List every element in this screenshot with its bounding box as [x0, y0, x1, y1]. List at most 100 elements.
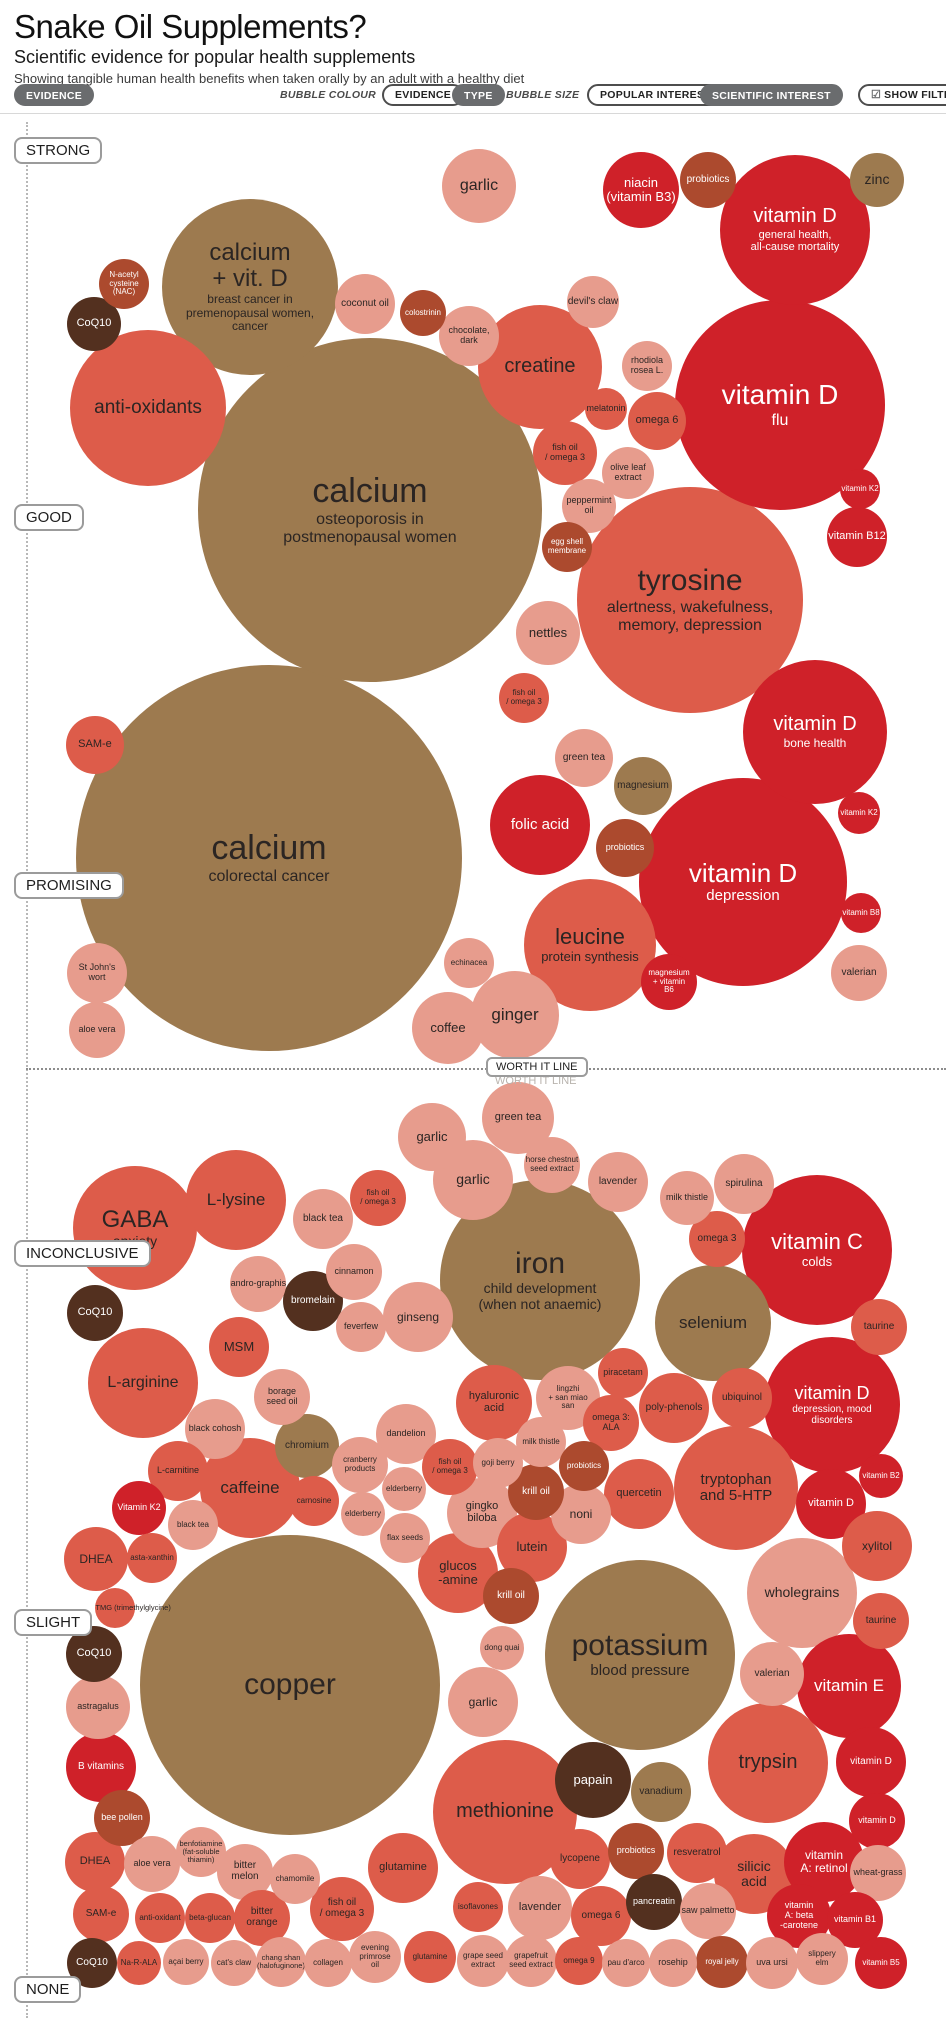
bubble-melatonin[interactable]: melatonin	[585, 388, 627, 430]
bubble-borage-seed-oil[interactable]: borage seed oil	[254, 1369, 310, 1425]
bubble-cranberry-products[interactable]: cranberry products	[332, 1437, 388, 1493]
bubble-tyrosine[interactable]: tyrosine alertness, wakefulness, memory, d…	[577, 487, 803, 713]
bubble-fish-oil-omega-3[interactable]: fish oil / omega 3	[422, 1439, 478, 1495]
bubble-colostrinin[interactable]: colostrinin	[400, 290, 446, 336]
bubble-glutamine[interactable]: glutamine	[368, 1833, 438, 1903]
bubble-aloe-vera[interactable]: aloe vera	[69, 1002, 125, 1058]
bubble-flax-seeds[interactable]: flax seeds	[380, 1513, 430, 1563]
bubble-egg-shell-membrane[interactable]: egg shell membrane	[542, 522, 592, 572]
bubble-pancreatin[interactable]: pancreatin	[626, 1874, 682, 1930]
bubble-selenium[interactable]: selenium	[655, 1265, 771, 1381]
bubble-pau-d-arco[interactable]: pau d'arco	[602, 1939, 650, 1987]
bubble-isoflavones[interactable]: isoflavones	[453, 1882, 503, 1932]
bubble-xylitol[interactable]: xylitol	[842, 1511, 912, 1581]
size-popular-interest-button[interactable]: POPULAR INTEREST	[587, 84, 724, 106]
bubble-grape-seed-extract[interactable]: grape seed extract	[457, 1935, 509, 1987]
bubble-benfotiamine-fat-soluble-thiamin[interactable]: benfotiamine (fat-soluble thiamin)	[176, 1827, 226, 1877]
bubble-omega-3[interactable]: omega 3	[689, 1211, 745, 1267]
bubble-fish-oil-omega-3[interactable]: fish oil / omega 3	[350, 1170, 406, 1226]
bubble-magnesium-vitamin-b6[interactable]: magnesium + vitamin B6	[641, 954, 697, 1010]
bubble-valerian[interactable]: valerian	[831, 945, 887, 1001]
bubble-n-acetyl-cysteine-nac[interactable]: N-acetyl cysteine (NAC)	[99, 259, 149, 309]
bubble-tmg-trimethylglycine[interactable]: TMG (trimethylglycine)	[95, 1588, 171, 1628]
bubble-nettles[interactable]: nettles	[516, 601, 580, 665]
bubble-uva-ursi[interactable]: uva ursi	[746, 1937, 798, 1989]
bubble-potassium[interactable]: potassium blood pressure	[545, 1560, 735, 1750]
bubble-sam-e[interactable]: SAM-e	[66, 716, 124, 774]
bubble-vitamin-b8[interactable]: vitamin B8	[841, 893, 881, 933]
colour-evidence-button[interactable]: EVIDENCE	[382, 84, 465, 106]
bubble-calcium[interactable]: calcium colorectal cancer	[76, 665, 462, 1051]
bubble-probiotics[interactable]: probiotics	[559, 1441, 609, 1491]
bubble-elderberry[interactable]: elderberry	[382, 1467, 426, 1511]
bubble-olive-leaf-extract[interactable]: olive leaf extract	[602, 447, 654, 499]
bubble-folic-acid[interactable]: folic acid	[490, 775, 590, 875]
bubble-tryptophan-and-5-htp[interactable]: tryptophan and 5-HTP	[674, 1426, 798, 1550]
bubble-cat-s-claw[interactable]: cat's claw	[211, 1940, 257, 1986]
bubble-msm[interactable]: MSM	[209, 1317, 269, 1377]
bubble-l-arginine[interactable]: L-arginine	[88, 1328, 198, 1438]
bubble-probiotics[interactable]: probiotics	[608, 1823, 664, 1879]
bubble-glutamine[interactable]: glutamine	[404, 1931, 456, 1983]
bubble-wheat-grass[interactable]: wheat-grass	[850, 1845, 906, 1901]
bubble-saw-palmetto[interactable]: saw palmetto	[680, 1883, 736, 1939]
bubble-fish-oil-omega-3[interactable]: fish oil / omega 3	[310, 1877, 374, 1941]
bubble-elderberry[interactable]: elderberry	[341, 1492, 385, 1536]
bubble-aloe-vera[interactable]: aloe vera	[124, 1836, 180, 1892]
bubble-omega-6[interactable]: omega 6	[571, 1886, 631, 1946]
bubble-coq10[interactable]: CoQ10	[67, 1285, 123, 1341]
bubble-milk-thistle[interactable]: milk thistle	[660, 1171, 714, 1225]
bubble-lycopene[interactable]: lycopene	[550, 1829, 610, 1889]
bubble-black-tea[interactable]: black tea	[293, 1189, 353, 1249]
bubble-vanadium[interactable]: vanadium	[631, 1762, 691, 1822]
bubble-lavender[interactable]: lavender	[508, 1876, 572, 1940]
bubble-chamomile[interactable]: chamomile	[270, 1854, 320, 1904]
bubble-sam-e[interactable]: SAM-e	[73, 1886, 129, 1942]
bubble-horse-chestnut-seed-extract[interactable]: horse chestnut seed extract	[524, 1137, 580, 1193]
bubble-coq10[interactable]: CoQ10	[67, 297, 121, 351]
bubble-probiotics[interactable]: probiotics	[596, 819, 654, 877]
bubble-valerian[interactable]: valerian	[740, 1642, 804, 1706]
bubble-vitamin-k2[interactable]: vitamin K2	[838, 792, 880, 834]
bubble-st-john-s-wort[interactable]: St John's wort	[67, 943, 127, 1003]
bubble-devil-s-claw[interactable]: devil's claw	[567, 276, 619, 328]
bubble-milk-thistle[interactable]: milk thistle	[516, 1417, 566, 1467]
bubble-goji-berry[interactable]: goji berry	[473, 1438, 523, 1488]
bubble-coconut-oil[interactable]: coconut oil	[335, 274, 395, 334]
bubble-resveratrol[interactable]: resveratrol	[667, 1823, 727, 1883]
bubble-anti-oxidants[interactable]: anti-oxidants	[70, 330, 226, 486]
bubble-vitamin-b2[interactable]: vitamin B2	[859, 1454, 903, 1498]
bubble-vitamin-k2[interactable]: vitamin K2	[840, 469, 880, 509]
bubble-feverfew[interactable]: feverfew	[336, 1302, 386, 1352]
bubble-vitamin-b5[interactable]: vitamin B5	[855, 1937, 907, 1989]
bubble-taurine[interactable]: taurine	[851, 1299, 907, 1355]
bubble-vitamin-k2[interactable]: Vitamin K2	[112, 1481, 166, 1535]
bubble-garlic[interactable]: garlic	[442, 149, 516, 223]
bubble-taurine[interactable]: taurine	[853, 1593, 909, 1649]
bubble-royal-jelly[interactable]: royal jelly	[696, 1936, 748, 1988]
bubble-papain[interactable]: papain	[555, 1742, 631, 1818]
bubble-l-lysine[interactable]: L-lysine	[186, 1150, 286, 1250]
bubble-grapefruit-seed-extract[interactable]: grapefruit seed extract	[505, 1935, 557, 1987]
bubble-fish-oil-omega-3[interactable]: fish oil / omega 3	[499, 673, 549, 723]
bubble-spirulina[interactable]: spirulina	[714, 1154, 774, 1214]
bubble-beta-glucan[interactable]: beta-glucan	[185, 1893, 235, 1943]
bubble-rosehip[interactable]: rosehip	[649, 1939, 697, 1987]
bubble-vitamin-e[interactable]: vitamin E	[797, 1634, 901, 1738]
bubble-krill-oil[interactable]: krill oil	[483, 1568, 539, 1624]
show-filter-button[interactable]: ☑SHOW FILTER	[858, 84, 946, 106]
bubble-fish-oil-omega-3[interactable]: fish oil / omega 3	[533, 421, 597, 485]
bubble-ginger[interactable]: ginger	[471, 971, 559, 1059]
bubble-ubiquinol[interactable]: ubiquinol	[712, 1368, 772, 1428]
bubble-bee-pollen[interactable]: bee pollen	[94, 1790, 150, 1846]
size-scientific-interest-button[interactable]: SCIENTIFIC INTEREST	[700, 84, 843, 106]
bubble-rhodiola-rosea-l[interactable]: rhodiola rosea L.	[622, 341, 672, 391]
bubble-cinnamon[interactable]: cinnamon	[326, 1244, 382, 1300]
bubble-vitamin-b12[interactable]: vitamin B12	[827, 507, 887, 567]
bubble-collagen[interactable]: collagen	[304, 1939, 352, 1987]
bubble-na-r-ala[interactable]: Na-R-ALA	[117, 1941, 161, 1985]
bubble-coffee[interactable]: coffee	[412, 992, 484, 1064]
